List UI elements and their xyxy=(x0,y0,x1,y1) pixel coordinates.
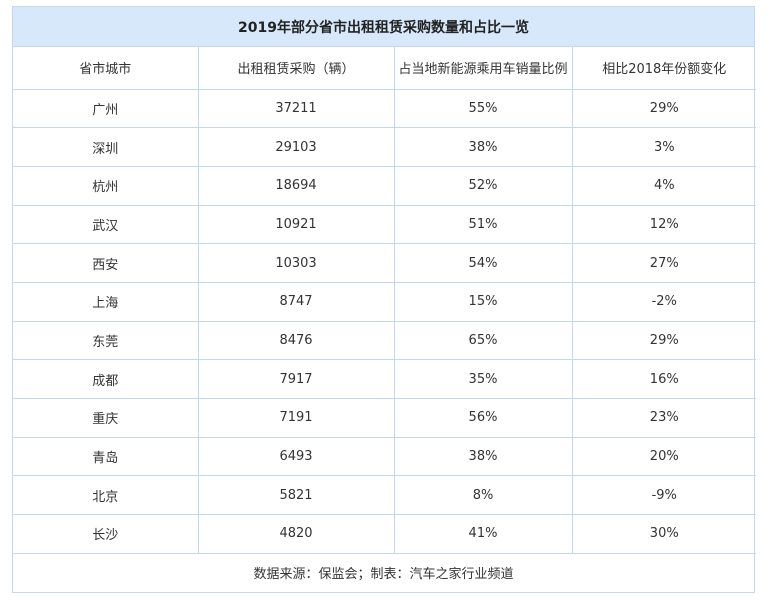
table-cell: 10303 xyxy=(197,243,395,283)
table-row: 长沙 4820 41% 30% xyxy=(13,514,756,554)
table-cell: 重庆 xyxy=(13,398,199,438)
table-cell: 37211 xyxy=(197,89,395,129)
table-cell: 56% xyxy=(393,398,573,438)
table-row: 西安 10303 54% 27% xyxy=(13,243,756,283)
table-cell: 杭州 xyxy=(13,166,199,206)
table-cell: 6493 xyxy=(197,437,395,477)
table-cell: 青岛 xyxy=(13,437,199,477)
table-cell: 8% xyxy=(393,475,573,516)
table-cell: 27% xyxy=(571,243,756,283)
table-cell: 35% xyxy=(393,359,573,399)
table-cell: 65% xyxy=(393,321,573,361)
table-cell: 成都 xyxy=(13,359,199,399)
table-cell: 8476 xyxy=(197,321,395,361)
table-cell: 武汉 xyxy=(13,205,199,245)
table-cell: 10921 xyxy=(197,205,395,245)
table-cell: 长沙 xyxy=(13,514,199,554)
table-cell: 5821 xyxy=(197,475,395,516)
table-row: 杭州 18694 52% 4% xyxy=(13,166,756,206)
table-cell: 8747 xyxy=(197,282,395,322)
table-row: 武汉 10921 51% 12% xyxy=(13,205,756,245)
table-cell: 41% xyxy=(393,514,573,554)
table-cell: 深圳 xyxy=(13,127,199,167)
table-cell: 29% xyxy=(571,89,756,129)
table-cell: 16% xyxy=(571,359,756,399)
table-cell: 西安 xyxy=(13,243,199,283)
data-table-card: 2019年部分省市出租租赁采购数量和占比一览 省市城市 出租租赁采购（辆） 占当… xyxy=(12,6,756,593)
column-header-purchases: 出租租赁采购（辆） xyxy=(197,47,395,90)
table-row: 深圳 29103 38% 3% xyxy=(13,127,756,167)
table-cell: 18694 xyxy=(197,166,395,206)
table-row: 北京 5821 8% -9% xyxy=(13,475,756,516)
table-cell: 东莞 xyxy=(13,321,199,361)
table-cell: 上海 xyxy=(13,282,199,322)
table-cell: 北京 xyxy=(13,475,199,516)
table-cell: 29% xyxy=(571,321,756,361)
column-header-city: 省市城市 xyxy=(13,47,199,90)
table-cell: 12% xyxy=(571,205,756,245)
table-cell: 29103 xyxy=(197,127,395,167)
table-cell: -2% xyxy=(571,282,756,322)
table-cell: 7917 xyxy=(197,359,395,399)
table-header-row: 省市城市 出租租赁采购（辆） 占当地新能源乘用车销量比例 相比2018年份额变化 xyxy=(13,47,756,90)
table-row: 广州 37211 55% 29% xyxy=(13,89,756,129)
table-cell: 4% xyxy=(571,166,756,206)
table-cell: 54% xyxy=(393,243,573,283)
table-cell: 23% xyxy=(571,398,756,438)
data-table: 省市城市 出租租赁采购（辆） 占当地新能源乘用车销量比例 相比2018年份额变化… xyxy=(13,47,756,554)
table-row: 成都 7917 35% 16% xyxy=(13,359,756,399)
table-cell: 4820 xyxy=(197,514,395,554)
table-row: 青岛 6493 38% 20% xyxy=(13,437,756,477)
table-cell: 51% xyxy=(393,205,573,245)
column-header-sales-share: 占当地新能源乘用车销量比例 xyxy=(393,47,573,90)
table-cell: 广州 xyxy=(13,89,199,129)
table-cell: -9% xyxy=(571,475,756,516)
table-cell: 20% xyxy=(571,437,756,477)
column-header-change-vs-2018: 相比2018年份额变化 xyxy=(571,47,756,90)
table-row: 上海 8747 15% -2% xyxy=(13,282,756,322)
table-cell: 3% xyxy=(571,127,756,167)
table-cell: 7191 xyxy=(197,398,395,438)
table-footer-source: 数据来源：保监会；制表：汽车之家行业频道 xyxy=(13,553,754,592)
table-cell: 52% xyxy=(393,166,573,206)
table-row: 重庆 7191 56% 23% xyxy=(13,398,756,438)
table-cell: 15% xyxy=(393,282,573,322)
table-title: 2019年部分省市出租租赁采购数量和占比一览 xyxy=(13,7,754,47)
table-body: 广州 37211 55% 29% 深圳 29103 38% 3% 杭州 18694 52% 4% 武汉 1… xyxy=(13,89,756,554)
table-cell: 30% xyxy=(571,514,756,554)
table-cell: 38% xyxy=(393,437,573,477)
table-cell: 55% xyxy=(393,89,573,129)
table-row: 东莞 8476 65% 29% xyxy=(13,321,756,361)
table-cell: 38% xyxy=(393,127,573,167)
